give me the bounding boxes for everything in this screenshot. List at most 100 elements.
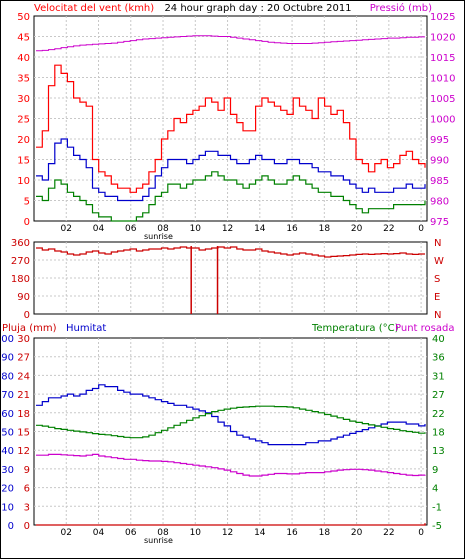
y-left-tick-label: 40 [17, 53, 30, 64]
rain-humidity-temperature-panel: 0369121518212427300102030405060708090100… [0, 334, 445, 545]
y-left-tick-label: 25 [17, 115, 30, 126]
sunrise-label: sunrise [144, 536, 173, 545]
wind-axis-label: Velocitat del vent (kmh) [34, 3, 154, 14]
y-right-tick-label: 13 [432, 446, 445, 457]
y-right-tick-label: 1025 [430, 12, 455, 23]
y-left2-tick-label: 50 [1, 428, 14, 439]
x-tick-label: 14 [254, 528, 266, 538]
x-tick-label: 0 [418, 528, 424, 538]
x-tick-label: 04 [93, 528, 105, 538]
y-left-tick-label: 0 [24, 521, 30, 532]
y-left-tick-label: 27 [17, 353, 30, 364]
x-tick-label: 12 [222, 224, 233, 234]
y-right-tick-label: N [434, 310, 441, 321]
wind-pressure-panel: 0510152025303540455097598098599099510001… [17, 12, 455, 241]
y-left-tick-label: 30 [17, 334, 30, 345]
y-left-tick-label: 45 [17, 33, 30, 44]
y-left2-tick-label: 80 [1, 371, 14, 382]
y-right-tick-label: -5 [432, 521, 442, 532]
y-right-tick-label: E [434, 292, 440, 303]
y-left-tick-label: 6 [24, 484, 30, 495]
y-left-tick-label: 35 [17, 74, 30, 85]
y-left-tick-label: 18 [17, 409, 30, 420]
y-left-tick-label: 12 [17, 446, 30, 457]
y-left-tick-label: 10 [17, 176, 30, 187]
y-right-tick-label: 22 [432, 409, 445, 420]
y-left-tick-label: 9 [24, 465, 30, 476]
y-right-tick-label: 36 [432, 353, 445, 364]
series-line-ratxa [36, 64, 426, 193]
y-left-tick-label: 21 [17, 390, 30, 401]
series-line-minim [36, 171, 426, 222]
x-tick-label: 08 [157, 528, 169, 538]
y-right-tick-label: N [434, 238, 441, 249]
dewpoint-axis-label: Punt rosada [395, 323, 454, 334]
y-left2-tick-label: 20 [1, 484, 14, 495]
y-right-tick-label: 1000 [430, 115, 455, 126]
series-line-humitat [36, 384, 426, 446]
x-tick-label: 12 [222, 528, 233, 538]
humidity-axis-label: Humitat [66, 323, 106, 334]
y-right-tick-label: 985 [430, 176, 449, 187]
series-line-pressi- [36, 35, 425, 52]
x-tick-label: 22 [383, 528, 394, 538]
y-left2-tick-label: 40 [1, 446, 14, 457]
y-left2-tick-label: 30 [1, 465, 14, 476]
sunrise-label: sunrise [144, 232, 173, 241]
y-right-tick-label: 27 [432, 390, 445, 401]
series-line-direcci- [36, 246, 425, 258]
x-tick-label: 02 [61, 224, 72, 234]
y-right-tick-label: 995 [430, 135, 449, 146]
y-left-tick-label: 180 [11, 274, 30, 285]
y-right-tick-label: 31 [432, 371, 445, 382]
pressure-axis-label: Pressió (mb) [370, 2, 432, 14]
y-right-tick-label: S [434, 274, 440, 285]
y-left2-tick-label: 100 [0, 334, 14, 345]
y-right-tick-label: 40 [432, 334, 445, 345]
x-tick-label: 18 [319, 224, 331, 234]
x-tick-label: 0 [418, 224, 424, 234]
y-right-tick-label: 980 [430, 197, 449, 208]
x-tick-label: 08 [157, 224, 169, 234]
y-left2-tick-label: 10 [1, 502, 14, 513]
y-left2-tick-label: 90 [1, 353, 14, 364]
series-line-mitjana [36, 138, 426, 202]
series-line-punt-rosada [36, 453, 426, 477]
y-right-tick-label: W [434, 256, 444, 267]
y-left-tick-label: 15 [17, 428, 30, 439]
y-right-tick-label: -1 [432, 502, 442, 513]
y-right-tick-label: 1005 [430, 94, 455, 105]
x-tick-label: 18 [319, 528, 331, 538]
y-right-tick-label: 990 [430, 156, 449, 167]
y-left-tick-label: 0 [24, 217, 30, 228]
y-right-tick-label: 4 [432, 484, 438, 495]
rain-axis-label: Pluja (mm) [2, 323, 57, 334]
x-tick-label: 10 [190, 224, 202, 234]
x-tick-label: 10 [190, 528, 202, 538]
y-left-tick-label: 3 [24, 502, 30, 513]
y-left-tick-label: 50 [17, 12, 30, 23]
x-tick-label: 22 [383, 224, 394, 234]
y-left-tick-label: 20 [17, 135, 30, 146]
y-left-tick-label: 360 [11, 238, 30, 249]
y-right-tick-label: 1010 [430, 74, 455, 85]
x-tick-label: 02 [61, 528, 72, 538]
y-right-tick-label: 1020 [430, 33, 455, 44]
y-right-tick-label: 18 [432, 428, 445, 439]
y-left-tick-label: 15 [17, 156, 30, 167]
x-tick-label: 06 [125, 224, 137, 234]
y-left-tick-label: 0 [24, 310, 30, 321]
x-tick-label: 14 [254, 224, 266, 234]
y-left2-tick-label: 0 [8, 521, 14, 532]
y-left-tick-label: 30 [17, 94, 30, 105]
chart-title: 24 hour graph day : 20 Octubre 2011 [164, 3, 351, 14]
y-right-tick-label: 1015 [430, 53, 455, 64]
x-tick-label: 20 [351, 224, 363, 234]
y-left-tick-label: 270 [11, 256, 30, 267]
x-tick-label: 20 [351, 528, 363, 538]
x-tick-label: 06 [125, 528, 137, 538]
x-tick-label: 04 [93, 224, 105, 234]
y-left2-tick-label: 70 [1, 390, 14, 401]
x-tick-label: 16 [286, 528, 298, 538]
